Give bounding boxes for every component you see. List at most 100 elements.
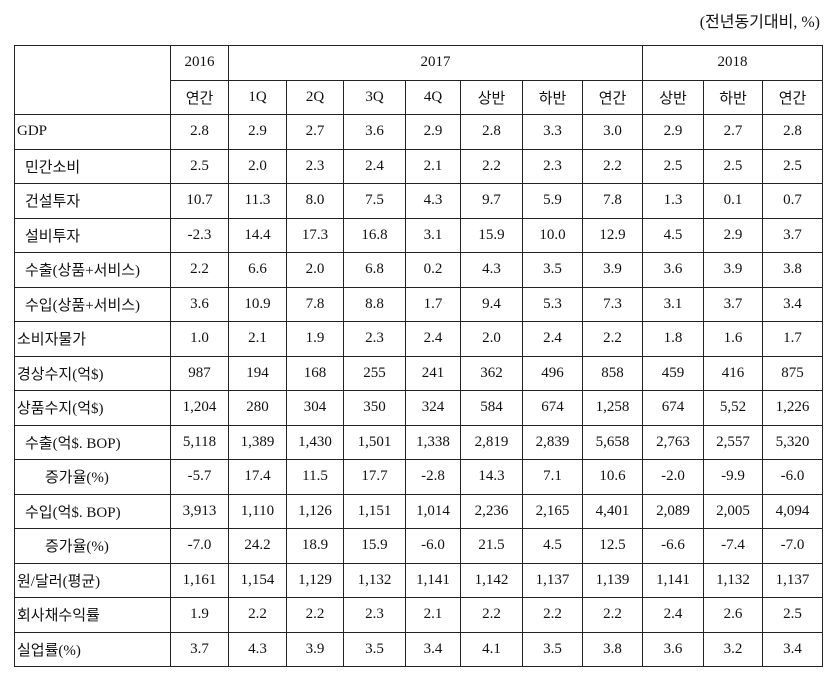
value-cell: 7.3 xyxy=(581,286,644,322)
corner-cell xyxy=(14,45,171,115)
header-row: 2016 2017 2018 xyxy=(14,45,824,115)
value-cell: 674 xyxy=(642,390,705,426)
value-cell: 16.8 xyxy=(343,217,406,253)
year-header: 2018 xyxy=(642,45,824,81)
value-cell: 4,094 xyxy=(762,493,824,529)
value-cell: 10.9 xyxy=(228,286,287,322)
value-cell: 1,139 xyxy=(581,562,644,598)
row-label: 상품수지(억$) xyxy=(14,390,171,426)
value-cell: 15.9 xyxy=(343,528,406,564)
value-cell: 3.6 xyxy=(642,252,705,288)
value-cell: 2.2 xyxy=(460,597,523,633)
data-row: GDP 2.8 2.9 2.7 3.6 2.9 2.8 3.3 3.0 2.9 2.7 2.8 xyxy=(14,114,824,150)
value-cell: 875 xyxy=(762,355,824,391)
value-cell: 1,226 xyxy=(762,390,824,426)
value-cell: 3.3 xyxy=(522,114,583,150)
row-label: 증가율(%) xyxy=(14,459,171,495)
period-header: 4Q xyxy=(405,79,461,115)
value-cell: 8.0 xyxy=(286,183,344,219)
value-cell: 1,132 xyxy=(703,562,764,598)
value-cell: 2,089 xyxy=(642,493,705,529)
value-cell: 2.6 xyxy=(703,597,764,633)
value-cell: 2,819 xyxy=(460,424,523,460)
value-cell: 3.1 xyxy=(642,286,705,322)
value-cell: 2,236 xyxy=(460,493,523,529)
value-cell: 0.1 xyxy=(703,183,764,219)
value-cell: 7.1 xyxy=(522,459,583,495)
value-cell: 1.8 xyxy=(642,321,705,357)
value-cell: 350 xyxy=(343,390,406,426)
value-cell: 6.8 xyxy=(343,252,406,288)
value-cell: 12.9 xyxy=(581,217,644,253)
value-cell: 5.9 xyxy=(522,183,583,219)
row-label: 경상수지(억$) xyxy=(14,355,171,391)
header-row: 연간 1Q 2Q 3Q 4Q 상반 하반 연간 상반 하반 연간 xyxy=(15,79,824,115)
value-cell: 2.1 xyxy=(228,321,287,357)
value-cell: 1,141 xyxy=(405,562,461,598)
value-cell: 3.9 xyxy=(286,631,344,667)
value-cell: 241 xyxy=(405,355,461,391)
value-cell: 4.5 xyxy=(522,528,583,564)
value-cell: 2.8 xyxy=(170,114,229,150)
value-cell: 1,137 xyxy=(522,562,583,598)
data-row: 수입(억$. BOP) 3,913 1,110 1,126 1,151 1,014 2,23… xyxy=(14,493,824,529)
value-cell: 3.4 xyxy=(762,286,824,322)
value-cell: 1.0 xyxy=(170,321,229,357)
value-cell: 3.1 xyxy=(405,217,461,253)
row-label: 건설투자 xyxy=(14,183,171,219)
value-cell: 10.6 xyxy=(581,459,644,495)
value-cell: 3.8 xyxy=(581,631,644,667)
data-row: 소비자물가 1.0 2.1 1.9 2.3 2.4 2.0 2.4 2.2 1.8 1.6 1.7 xyxy=(14,321,824,357)
year-header: 2016 xyxy=(170,45,229,81)
value-cell: 2.7 xyxy=(286,114,344,150)
data-row: 건설투자 10.7 11.3 8.0 7.5 4.3 9.7 5.9 7.8 1.3 0.1 0.7 xyxy=(14,183,824,219)
period-header: 상반 xyxy=(642,79,705,115)
value-cell: 1.3 xyxy=(642,183,705,219)
value-cell: 10.0 xyxy=(522,217,583,253)
value-cell: 17.7 xyxy=(343,459,406,495)
value-cell: 1,142 xyxy=(460,562,523,598)
value-cell: 1,389 xyxy=(228,424,287,460)
value-cell: 1,132 xyxy=(343,562,406,598)
value-cell: 24.2 xyxy=(228,528,287,564)
value-cell: -7.0 xyxy=(762,528,824,564)
period-header: 2Q xyxy=(286,79,344,115)
value-cell: 2.8 xyxy=(460,114,523,150)
row-label: 수입(상품+서비스) xyxy=(14,286,171,322)
value-cell: 2.5 xyxy=(762,597,824,633)
value-cell: 15.9 xyxy=(460,217,523,253)
value-cell: 459 xyxy=(642,355,705,391)
value-cell: 1,151 xyxy=(343,493,406,529)
value-cell: 1,204 xyxy=(170,390,229,426)
value-cell: 2.2 xyxy=(228,597,287,633)
value-cell: 7.8 xyxy=(286,286,344,322)
value-cell: -6.0 xyxy=(762,459,824,495)
row-label: 민간소비 xyxy=(14,148,171,184)
value-cell: 2.5 xyxy=(703,148,764,184)
value-cell: 1,154 xyxy=(228,562,287,598)
value-cell: 1,129 xyxy=(286,562,344,598)
value-cell: 4,401 xyxy=(581,493,644,529)
data-table: 2016 2017 2018 연간 1Q 2Q 3Q 4Q 상반 하반 연간 상반 하반 연간 GDP 2.8… xyxy=(14,45,824,667)
value-cell: 2.9 xyxy=(703,217,764,253)
value-cell: 280 xyxy=(228,390,287,426)
row-label: 원/달러(평균) xyxy=(14,562,171,598)
value-cell: 2.0 xyxy=(286,252,344,288)
value-cell: 1.6 xyxy=(703,321,764,357)
value-cell: 2.2 xyxy=(460,148,523,184)
period-header: 하반 xyxy=(703,79,764,115)
value-cell: 3.6 xyxy=(642,631,705,667)
value-cell: 0.7 xyxy=(762,183,824,219)
data-row: 증가율(%) -7.0 24.2 18.9 15.9 -6.0 21.5 4.5 12.5 -6.… xyxy=(14,528,824,564)
value-cell: 2.2 xyxy=(522,597,583,633)
value-cell: 3.6 xyxy=(170,286,229,322)
value-cell: 3.5 xyxy=(522,252,583,288)
value-cell: 8.8 xyxy=(343,286,406,322)
value-cell: 7.8 xyxy=(581,183,644,219)
value-cell: 2.4 xyxy=(343,148,406,184)
value-cell: 2.3 xyxy=(286,148,344,184)
value-cell: 1,141 xyxy=(642,562,705,598)
value-cell: 1,258 xyxy=(581,390,644,426)
value-cell: 4.1 xyxy=(460,631,523,667)
